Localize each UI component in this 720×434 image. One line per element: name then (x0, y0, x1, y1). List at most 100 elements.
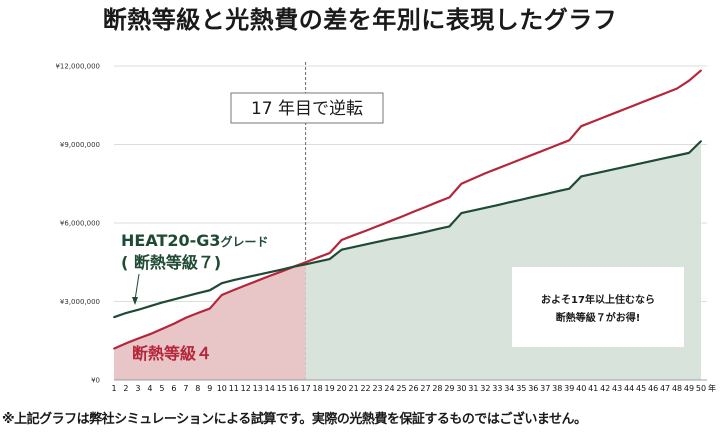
x-tick-label: 34 (504, 384, 514, 393)
recommendation-line1: およそ17年以上住むなら (541, 293, 655, 306)
data-point (472, 209, 475, 212)
data-point (316, 260, 319, 263)
data-point (208, 289, 211, 292)
data-point (172, 298, 175, 301)
x-tick-label: 4 (147, 384, 152, 393)
x-tick-label: 22 (360, 384, 370, 393)
data-point (676, 87, 678, 90)
recommendation-line2: 断熱等級７がお得! (556, 311, 641, 324)
x-tick-label: 30 (456, 384, 466, 393)
chart-axes: ¥0 ¥3,000,000 ¥6,000,000 ¥9,000,000 ¥12,000,… (55, 63, 716, 394)
data-point (256, 279, 259, 282)
data-point (316, 256, 319, 259)
data-point (568, 139, 571, 142)
page-title: 断熱等級と光熱費の差を年別に表現したグラフ (102, 6, 618, 34)
x-tick-label: 40 (576, 384, 586, 393)
data-point (448, 225, 451, 228)
data-point (568, 187, 571, 190)
crossover-callout-text: 17 年目で逆転 (251, 99, 363, 119)
x-tick-label: 45 (636, 384, 646, 393)
y-tick-label: ¥6,000,000 (60, 220, 100, 228)
x-tick-label: 9 (207, 384, 212, 393)
x-tick-label: 32 (480, 384, 490, 393)
x-tick-label: 5 (159, 384, 164, 393)
data-point (113, 347, 115, 350)
data-point (700, 69, 702, 72)
x-tick-label: 36 (528, 384, 538, 393)
y-tick-label: ¥0 (91, 377, 100, 385)
data-point (149, 333, 151, 336)
data-point (592, 172, 595, 175)
data-point (280, 268, 283, 271)
data-point (137, 308, 139, 311)
x-tick-label: 1 (111, 384, 116, 393)
x-tick-label: 12 (241, 384, 251, 393)
data-point (520, 158, 523, 161)
data-point (172, 322, 175, 325)
data-point (544, 193, 547, 196)
x-tick-label: 10 (217, 384, 227, 393)
data-point (508, 162, 511, 165)
data-point (244, 276, 247, 279)
x-tick-label: 39 (564, 384, 574, 393)
data-point (304, 261, 307, 264)
data-point (496, 204, 499, 207)
data-point (161, 301, 163, 304)
data-point (556, 190, 559, 193)
x-tick-label: 48 (672, 384, 682, 393)
x-tick-label: 28 (432, 384, 442, 393)
x-tick-label: 24 (384, 384, 394, 393)
data-point (292, 265, 295, 268)
data-point (700, 140, 702, 142)
x-tick-label: 13 (253, 384, 263, 393)
x-tick-label: 3 (135, 384, 140, 393)
x-tick-label: 2 (123, 384, 128, 393)
x-tick-label: 19 (325, 384, 335, 393)
data-point (664, 92, 666, 95)
data-point (484, 206, 487, 209)
data-point (328, 252, 331, 254)
data-point (496, 167, 499, 170)
data-point (424, 230, 427, 233)
x-tick-label: 31 (468, 384, 478, 393)
x-tick-label: 46 (648, 384, 658, 393)
x-tick-label: 21 (348, 384, 358, 393)
data-point (628, 106, 631, 109)
data-point (184, 295, 187, 298)
data-point (268, 271, 271, 274)
data-point (304, 263, 307, 266)
x-tick-label: 41 (588, 384, 598, 393)
data-point (652, 97, 654, 99)
x-tick-label: 29 (444, 384, 454, 393)
data-point (592, 120, 595, 123)
data-point (412, 233, 415, 236)
series-label-grade7: HEAT20-G3グレード (121, 231, 269, 250)
x-tick-label: 17 (301, 384, 311, 393)
data-point (125, 342, 127, 345)
series-label-grade7-line2: ( 断熱等級７) (121, 253, 221, 272)
data-point (604, 170, 607, 173)
data-point (532, 153, 535, 156)
x-tick-label: 47 (660, 384, 670, 393)
data-point (196, 312, 199, 314)
data-point (640, 162, 643, 165)
data-point (544, 148, 547, 151)
data-point (388, 238, 391, 241)
data-point (688, 79, 690, 82)
data-point (280, 270, 283, 273)
series-line-grade7 (113, 140, 702, 319)
data-point (352, 234, 355, 237)
data-point (448, 196, 451, 199)
data-point (196, 292, 199, 295)
data-point (340, 248, 343, 251)
data-point (184, 316, 187, 319)
data-point (472, 177, 475, 180)
data-point (352, 246, 355, 248)
data-point (125, 312, 127, 314)
data-point (256, 273, 259, 276)
crossover-callout-box (230, 92, 384, 124)
data-point (520, 198, 523, 201)
x-tick-label: 27 (420, 384, 430, 393)
chart-annotations: 17 年目で逆転 HEAT20-G3グレード ( 断熱等級７) 断熱等級４ およそ17年… (121, 92, 684, 363)
data-point (364, 243, 367, 246)
